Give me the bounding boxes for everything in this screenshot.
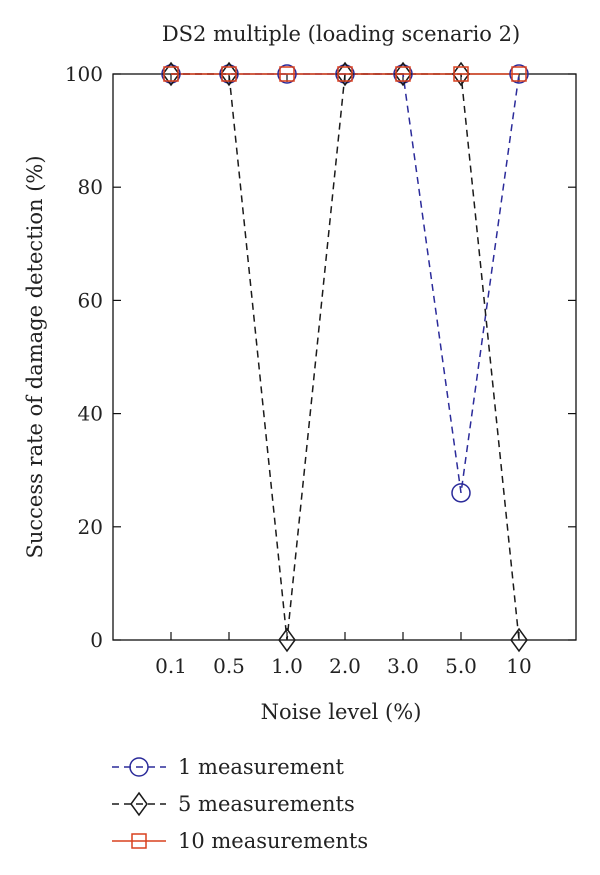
series-markers (161, 61, 529, 653)
data-point-square (163, 66, 179, 82)
x-tick-label: 0.5 (213, 654, 245, 678)
x-tick-label: 10 (506, 654, 531, 678)
legend-marker-square (131, 833, 147, 849)
y-tick-label: 40 (78, 402, 103, 426)
data-point-square (453, 66, 469, 82)
axes (112, 73, 577, 641)
data-point-diamond (452, 61, 470, 87)
data-point-square (221, 66, 237, 82)
x-axis-label: Noise level (%) (261, 700, 422, 724)
data-point-diamond (220, 61, 238, 87)
y-tick-label: 0 (90, 628, 103, 652)
legend-marker-diamond (130, 791, 148, 817)
x-tick-label: 1.0 (271, 654, 303, 678)
legend: 1 measurement 5 measurements 10 measuremen… (112, 755, 368, 853)
data-point-circle (509, 64, 529, 84)
data-point-diamond (162, 61, 180, 87)
data-point-circle (219, 64, 239, 84)
data-point-circle (335, 64, 355, 84)
series-line-circle (171, 73, 520, 493)
data-point-circle (451, 483, 471, 503)
data-point-diamond (336, 61, 354, 87)
data-point-square (279, 66, 295, 82)
data-point-circle (161, 64, 181, 84)
data-point-square (511, 66, 527, 82)
data-point-circle (393, 64, 413, 84)
x-tick-label: 2.0 (329, 654, 361, 678)
x-tick-label: 0.1 (155, 654, 187, 678)
y-tick-label: 80 (78, 175, 103, 199)
legend-label: 5 measurements (178, 792, 355, 816)
data-point-diamond (278, 627, 296, 653)
data-point-square (395, 66, 411, 82)
ticks: 0 20 40 60 80 100 0.1 0.5 1.0 2.0 3.0 5.0 10 (65, 62, 576, 678)
y-axis-label: Success rate of damage detection (%) (23, 155, 47, 558)
data-point-square (337, 66, 353, 82)
chart-title: DS2 multiple (loading scenario 2) (162, 22, 520, 46)
legend-marker-circle (129, 757, 149, 777)
y-tick-label: 20 (78, 515, 103, 539)
y-tick-label: 60 (78, 288, 103, 312)
x-tick-label: 5.0 (445, 654, 477, 678)
data-point-circle (277, 64, 297, 84)
legend-label: 1 measurement (178, 755, 345, 779)
data-point-diamond (394, 61, 412, 87)
series-line-diamond (171, 73, 520, 641)
series-lines (171, 73, 520, 641)
y-tick-label: 100 (65, 62, 103, 86)
data-point-diamond (510, 627, 528, 653)
plot-frame (112, 73, 577, 641)
legend-label: 10 measurements (178, 829, 368, 853)
x-tick-label: 3.0 (387, 654, 419, 678)
